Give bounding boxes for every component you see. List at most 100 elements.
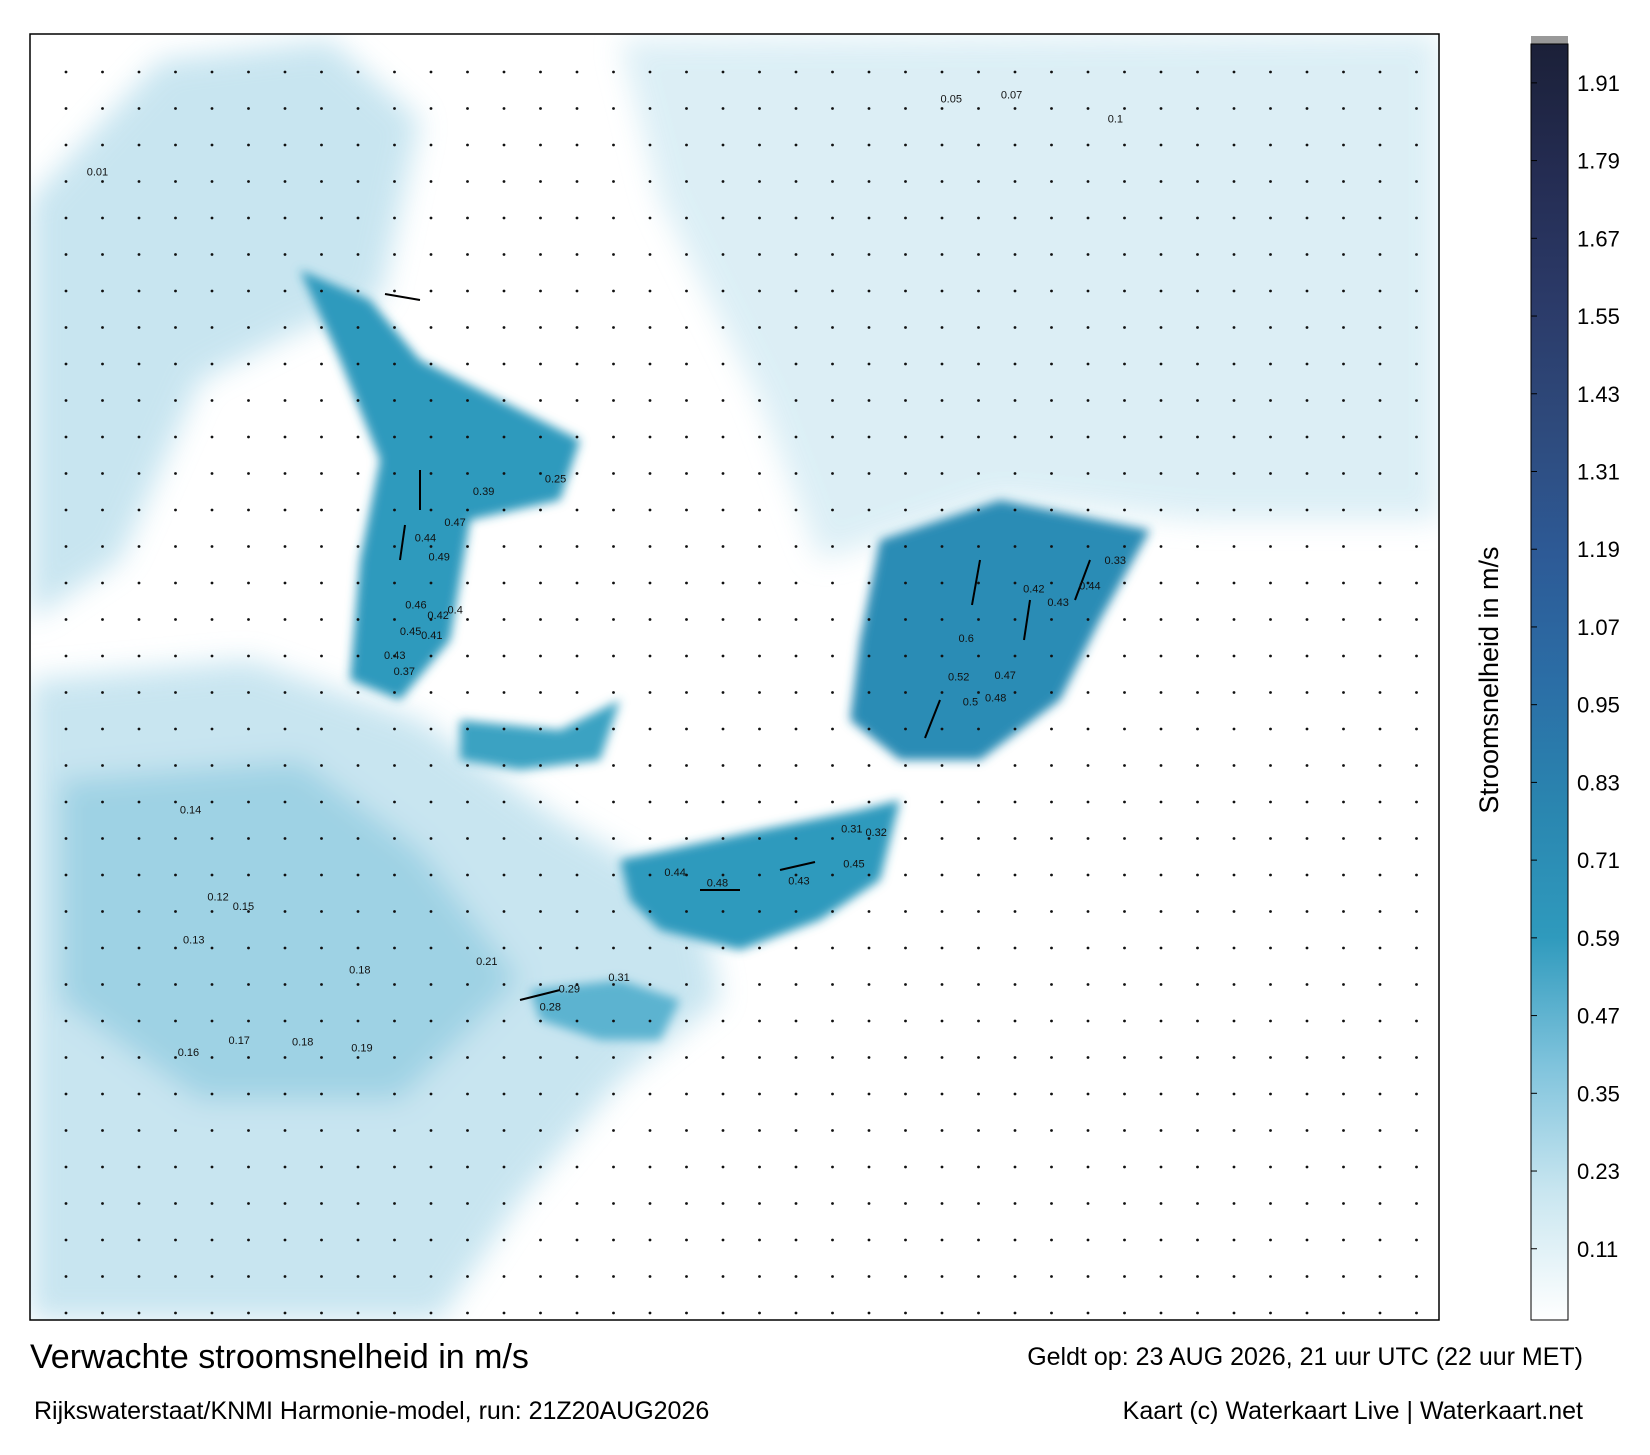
grid-dot	[137, 508, 141, 512]
grid-dot	[466, 983, 469, 986]
grid-dot	[466, 508, 469, 512]
grid-dot	[393, 1129, 396, 1132]
grid-dot	[283, 1165, 287, 1169]
grid-dot	[794, 581, 798, 585]
grid-dot	[1086, 1275, 1090, 1278]
grid-dot	[758, 618, 761, 621]
grid-dot	[758, 362, 761, 366]
grid-dot	[539, 1275, 542, 1278]
grid-dot	[137, 727, 141, 731]
grid-dot	[794, 1092, 798, 1096]
grid-dot	[539, 107, 542, 110]
grid-dot	[356, 143, 360, 147]
colorbar-tick-label: 1.67	[1577, 226, 1620, 251]
grid-dot	[1050, 508, 1053, 512]
grid-dot	[283, 837, 287, 840]
grid-dot	[283, 253, 287, 256]
grid-dot	[1305, 362, 1309, 366]
grid-dot	[794, 253, 798, 256]
grid-dot	[612, 1202, 615, 1205]
grid-dot	[1159, 1019, 1163, 1023]
grid-dot	[575, 873, 579, 877]
grid-dot	[101, 1129, 104, 1132]
grid-dot	[1159, 727, 1163, 731]
grid-dot	[1378, 362, 1382, 366]
grid-dot	[685, 910, 688, 913]
grid-dot	[575, 1056, 579, 1059]
grid-dot	[1086, 1202, 1090, 1205]
grid-dot	[1086, 618, 1090, 621]
grid-dot	[539, 764, 542, 767]
grid-dot	[685, 216, 688, 220]
map: 0.490.470.440.460.420.40.45 0.410.430.370…	[30, 34, 1439, 1320]
grid-dot	[466, 946, 469, 950]
grid-dot	[393, 289, 396, 293]
grid-dot	[466, 70, 469, 74]
grid-dot	[174, 1019, 177, 1023]
grid-dot	[210, 70, 214, 74]
grid-dot	[1159, 1202, 1163, 1205]
grid-dot	[1415, 873, 1418, 877]
grid-dot	[64, 289, 68, 293]
grid-dot	[1196, 800, 1199, 804]
grid-dot	[794, 216, 798, 220]
grid-dot	[794, 1311, 798, 1315]
grid-dot	[1123, 1092, 1126, 1096]
grid-dot	[64, 180, 68, 183]
grid-dot	[283, 910, 287, 913]
grid-dot	[1086, 435, 1090, 439]
grid-dot	[940, 618, 944, 621]
grid-dot	[1415, 764, 1418, 767]
grid-dot	[247, 399, 250, 402]
grid-dot	[685, 545, 688, 548]
grid-dot	[575, 70, 579, 74]
grid-dot	[1342, 764, 1345, 767]
grid-dot	[466, 399, 469, 402]
grid-dot	[648, 727, 652, 731]
grid-dot	[1159, 1129, 1163, 1132]
grid-dot	[1123, 1238, 1126, 1242]
grid-dot	[1269, 326, 1272, 329]
grid-dot	[429, 362, 433, 366]
grid-dot	[721, 691, 725, 694]
grid-dot	[904, 764, 907, 767]
grid-dot	[429, 435, 433, 439]
grid-dot	[1050, 326, 1053, 329]
grid-dot	[831, 1129, 834, 1132]
grid-dot	[648, 800, 652, 804]
grid-dot	[1159, 289, 1163, 293]
grid-dot	[977, 1202, 980, 1205]
grid-dot	[1196, 508, 1199, 512]
grid-dot	[1305, 399, 1309, 402]
grid-dot	[977, 727, 980, 731]
grid-dot	[283, 216, 287, 220]
grid-dot	[64, 70, 68, 74]
grid-dot	[831, 472, 834, 475]
grid-dot	[356, 472, 360, 475]
grid-dot	[758, 1056, 761, 1059]
current-label: 0.44	[664, 867, 685, 879]
grid-dot	[1342, 1056, 1345, 1059]
grid-dot	[1050, 472, 1053, 475]
grid-dot	[429, 253, 433, 256]
grid-dot	[356, 910, 360, 913]
grid-dot	[685, 764, 688, 767]
grid-dot	[1232, 1238, 1236, 1242]
grid-dot	[210, 581, 214, 585]
grid-dot	[1050, 983, 1053, 986]
grid-dot	[648, 216, 652, 220]
grid-dot	[940, 1202, 944, 1205]
grid-dot	[1342, 253, 1345, 256]
grid-dot	[356, 1129, 360, 1132]
grid-dot	[393, 107, 396, 110]
grid-dot	[831, 289, 834, 293]
grid-dot	[393, 508, 396, 512]
grid-dot	[1269, 910, 1272, 913]
grid-dot	[356, 70, 360, 74]
grid-dot	[101, 362, 104, 366]
grid-dot	[1086, 581, 1090, 585]
grid-dot	[867, 362, 871, 366]
grid-dot	[137, 326, 141, 329]
grid-dot	[721, 618, 725, 621]
grid-dot	[1232, 654, 1236, 658]
